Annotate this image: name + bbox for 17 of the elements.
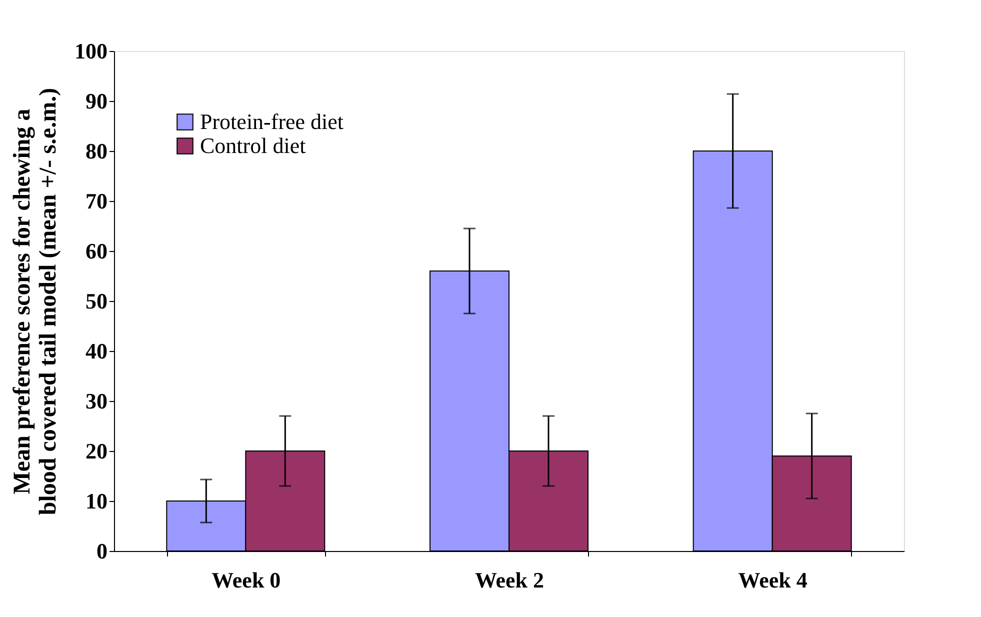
x-tick-label: Week 2 [474, 568, 544, 592]
y-tick-label: 50 [86, 288, 108, 314]
y-tick-label: 70 [86, 188, 108, 214]
y-tick-label: 0 [96, 538, 108, 564]
y-tick-label: 30 [86, 388, 108, 414]
legend-label: Protein-free diet [200, 109, 344, 134]
y-tick-label: 20 [86, 438, 108, 464]
y-axis-title: Mean preference scores for chewing a blood covered tail model (mean +/- s.e.m.) [10, 88, 62, 516]
x-tick-label: Week 4 [738, 568, 808, 592]
y-tick-label: 40 [86, 338, 108, 364]
legend-label: Control diet [200, 133, 306, 158]
y-tick-label: 100 [74, 38, 108, 64]
y-tick-label: 10 [86, 488, 108, 514]
y-tick-label: 90 [86, 88, 108, 114]
y-tick-label: 60 [86, 238, 108, 264]
x-tick-label: Week 0 [212, 568, 281, 592]
y-tick-label: 80 [86, 138, 108, 164]
